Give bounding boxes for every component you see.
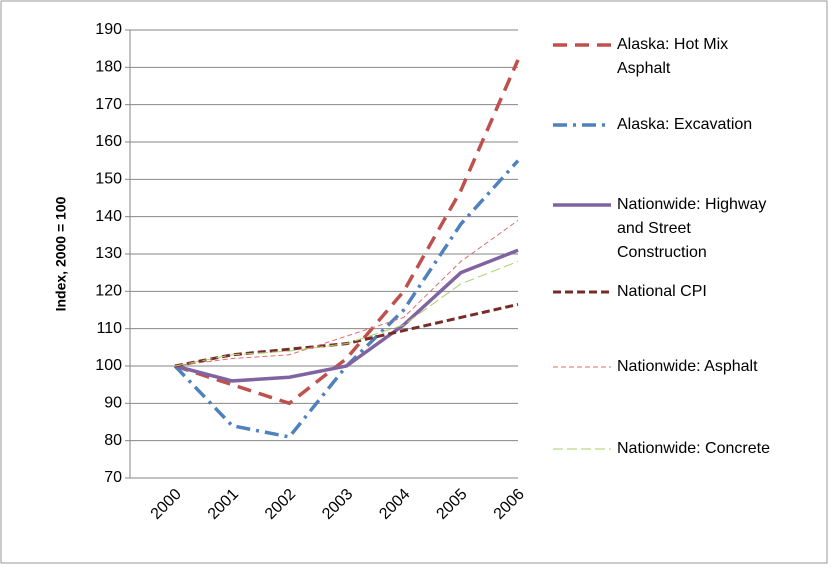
series-line bbox=[174, 261, 519, 367]
y-tick-label: 130 bbox=[95, 245, 122, 262]
legend-item: Nationwide: Asphalt bbox=[553, 355, 782, 379]
legend-swatch bbox=[553, 123, 611, 127]
legend-label: Nationwide: Concrete bbox=[617, 440, 770, 457]
legend-swatch bbox=[553, 290, 611, 294]
series-line bbox=[174, 59, 520, 406]
legend-swatch bbox=[553, 203, 611, 207]
legend-label: Alaska: Hot Mix Asphalt bbox=[617, 36, 729, 77]
legend-label: National CPI bbox=[617, 283, 707, 300]
legend-item: Alaska: Hot Mix Asphalt bbox=[553, 33, 782, 81]
y-tick-label: 180 bbox=[95, 59, 122, 76]
legend-label: Nationwide: Highway and Street Construct… bbox=[617, 196, 767, 261]
y-tick-label: 150 bbox=[95, 171, 122, 188]
y-tick-label: 170 bbox=[95, 96, 122, 113]
y-tick-label: 120 bbox=[95, 283, 122, 300]
legend-item: Nationwide: Highway and Street Construct… bbox=[553, 193, 782, 265]
legend-item: National CPI bbox=[553, 280, 782, 304]
legend-item: Alaska: Excavation bbox=[553, 113, 782, 137]
legend-label: Alaska: Excavation bbox=[617, 116, 753, 133]
series-line bbox=[174, 219, 519, 367]
y-tick-label: 80 bbox=[104, 432, 122, 449]
y-axis-title: Index, 2000 = 100 bbox=[53, 196, 69, 311]
legend-swatch bbox=[553, 448, 611, 450]
y-tick-label: 110 bbox=[96, 320, 122, 337]
series-line bbox=[174, 248, 519, 383]
legend-swatch bbox=[553, 43, 611, 47]
y-tick-label: 190 bbox=[95, 21, 122, 38]
legend-label: Nationwide: Asphalt bbox=[617, 358, 758, 375]
y-tick-label: 100 bbox=[95, 357, 122, 374]
legend-swatch bbox=[553, 366, 611, 368]
y-tick-label: 140 bbox=[95, 208, 122, 225]
legend-item: Nationwide: Concrete bbox=[553, 437, 782, 461]
y-tick-label: 90 bbox=[104, 395, 122, 412]
y-tick-label: 70 bbox=[104, 469, 122, 486]
y-tick-label: 160 bbox=[95, 133, 122, 150]
